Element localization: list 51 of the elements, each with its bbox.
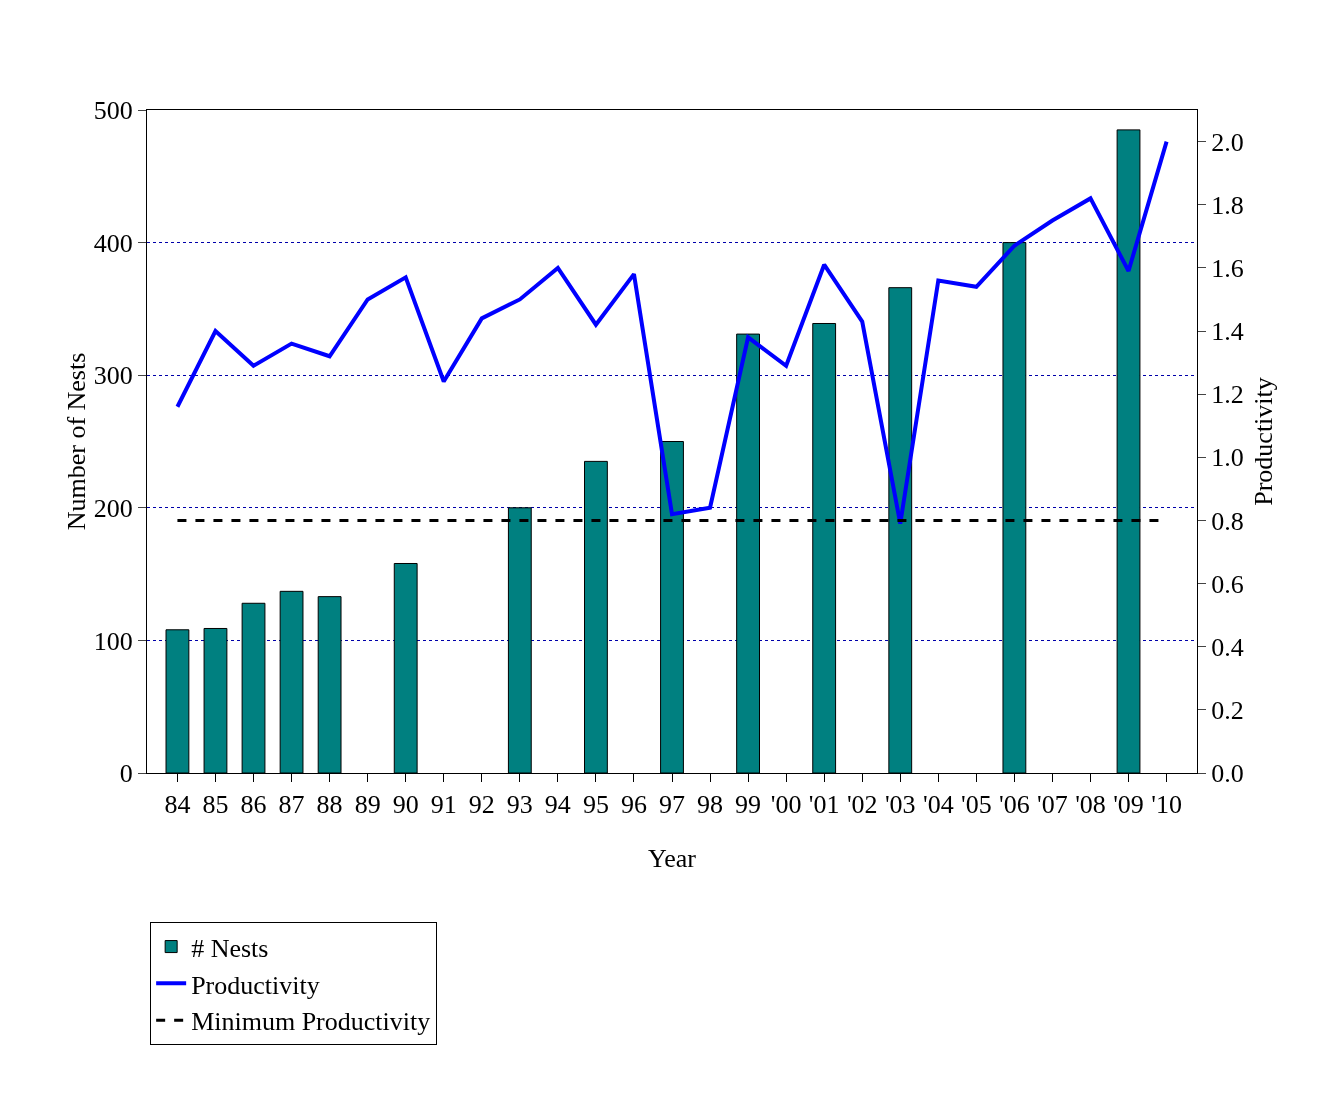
y2-tick-label: 1.0 xyxy=(1211,443,1244,473)
x-tick-label: 98 xyxy=(697,790,724,820)
legend-label: Productivity xyxy=(191,970,320,1000)
y-tick-label: 300 xyxy=(93,361,133,391)
x-tick-label: 87 xyxy=(278,790,305,820)
x-tick-label: 99 xyxy=(735,790,762,820)
x-tick-label: 85 xyxy=(202,790,229,820)
x-tick-label: '05 xyxy=(961,790,992,820)
y-tick-label: 200 xyxy=(93,493,133,523)
x-tick-label: 90 xyxy=(392,790,419,820)
y2-tick-label: 0.4 xyxy=(1211,632,1244,662)
x-tick-label: 96 xyxy=(620,790,647,820)
legend-label: Minimum Productivity xyxy=(191,1007,431,1037)
x-tick-label: '09 xyxy=(1113,790,1144,820)
y-tick-label: 100 xyxy=(93,626,133,656)
y2-tick-label: 0.2 xyxy=(1211,695,1244,725)
y2-tick-label: 1.8 xyxy=(1211,190,1244,220)
legend-label: # Nests xyxy=(191,933,269,963)
x-tick-label: 86 xyxy=(240,790,267,820)
y-axis-title: Number of Nests xyxy=(62,352,91,531)
y2-tick-label: 1.2 xyxy=(1211,380,1244,410)
x-tick-label: 93 xyxy=(506,790,533,820)
x-tick-label: '01 xyxy=(808,790,840,820)
y2-tick-label: 0.6 xyxy=(1211,569,1244,599)
x-tick-label: '10 xyxy=(1151,790,1182,820)
x-tick-label: '03 xyxy=(884,790,916,820)
y-tick-label: 0 xyxy=(119,759,133,789)
y2-tick-label: 1.6 xyxy=(1211,253,1244,283)
y2-tick-label: 0.0 xyxy=(1211,759,1244,789)
x-tick-label: 95 xyxy=(582,790,609,820)
line-series xyxy=(175,139,1169,526)
x-tick-label: '02 xyxy=(846,790,878,820)
y2-tick-label: 2.0 xyxy=(1211,127,1244,157)
x-tick-label: '07 xyxy=(1037,790,1068,820)
y-tick-label: 500 xyxy=(93,96,133,126)
x-tick-label: 94 xyxy=(544,790,571,820)
y-tick-label: 400 xyxy=(93,228,133,258)
x-tick-label: 88 xyxy=(316,790,343,820)
x-tick-label: 97 xyxy=(659,790,685,820)
y2-tick-label: 0.8 xyxy=(1211,506,1244,536)
x-tick-label: '04 xyxy=(922,790,954,820)
x-axis-title: Year xyxy=(648,843,697,873)
x-tick-label: '08 xyxy=(1075,790,1106,820)
y2-axis-title: Productivity xyxy=(1249,377,1278,506)
x-tick-label: 89 xyxy=(354,790,381,820)
x-tick-label: '00 xyxy=(770,790,802,820)
y2-tick-label: 1.4 xyxy=(1211,317,1244,347)
x-tick-label: 92 xyxy=(468,790,495,820)
x-tick-label: 84 xyxy=(164,790,191,820)
x-tick-label: '06 xyxy=(999,790,1030,820)
x-tick-label: 91 xyxy=(430,790,457,820)
